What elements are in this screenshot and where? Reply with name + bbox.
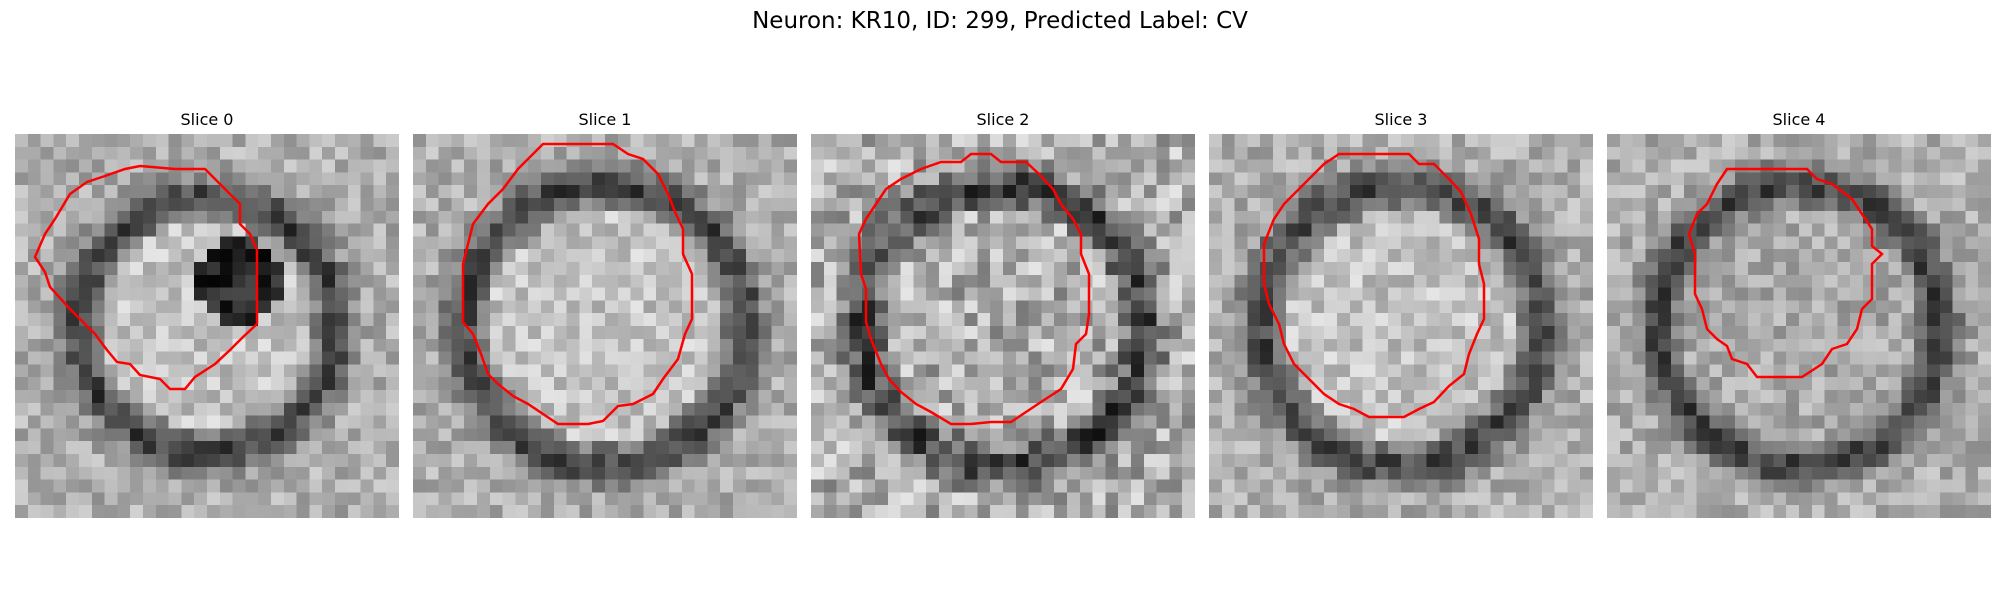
contour-overlay bbox=[33, 164, 259, 391]
slice-title: Slice 1 bbox=[578, 110, 632, 129]
slice-image bbox=[1209, 134, 1593, 518]
slice-image bbox=[811, 134, 1195, 518]
slice-image bbox=[15, 134, 399, 518]
slice-panel-3: Slice 3 bbox=[1209, 108, 1593, 518]
contour-overlay bbox=[857, 152, 1091, 426]
contour-outline bbox=[857, 152, 1091, 426]
slice-pixels bbox=[413, 134, 797, 518]
slice-title: Slice 4 bbox=[1772, 110, 1826, 129]
figure-title: Neuron: KR10, ID: 299, Predicted Label: … bbox=[752, 8, 1248, 34]
slice-panel-0: Slice 0 bbox=[15, 108, 399, 518]
contour-outline bbox=[461, 142, 694, 426]
contour-overlay bbox=[1262, 152, 1486, 419]
contour-outline bbox=[1262, 152, 1486, 419]
slice-pixels bbox=[1209, 134, 1593, 518]
slice-pixels bbox=[811, 134, 1195, 518]
slice-pixels bbox=[15, 134, 399, 518]
contour-overlay bbox=[1687, 167, 1884, 379]
slice-title: Slice 0 bbox=[180, 110, 234, 129]
slice-image bbox=[1607, 134, 1991, 518]
slice-panel-2: Slice 2 bbox=[811, 108, 1195, 518]
slice-panel-1: Slice 1 bbox=[413, 108, 797, 518]
contour-outline bbox=[33, 164, 259, 391]
slice-image bbox=[413, 134, 797, 518]
slice-title: Slice 3 bbox=[1374, 110, 1428, 129]
slice-panel-4: Slice 4 bbox=[1607, 108, 1991, 518]
contour-outline bbox=[1687, 167, 1884, 379]
slice-pixels bbox=[1607, 134, 1991, 518]
slice-title: Slice 2 bbox=[976, 110, 1030, 129]
contour-overlay bbox=[461, 142, 694, 426]
